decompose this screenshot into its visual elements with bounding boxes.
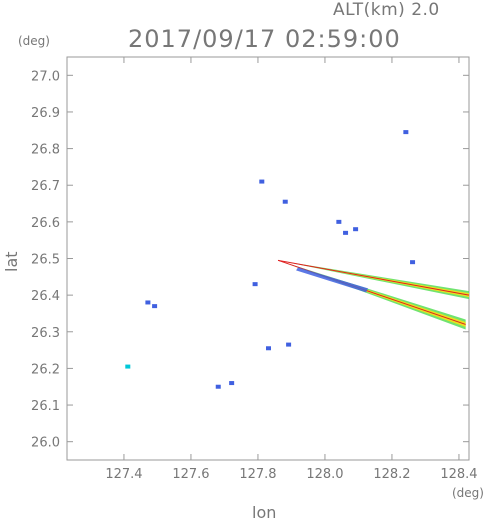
echo-point	[343, 230, 349, 235]
x-tick-label: 128.4	[440, 467, 477, 482]
plot-frame	[66, 56, 470, 461]
y-tick-label: 26.7	[31, 179, 60, 194]
y-tick-label: 26.3	[31, 326, 60, 341]
echo-point	[353, 227, 359, 232]
y-tick-label: 26.5	[31, 253, 60, 268]
y-tick-label: 26.1	[31, 399, 60, 414]
x-tick-label: 127.4	[105, 467, 142, 482]
x-axis-label: lon	[252, 503, 277, 522]
y-tick-label: 26.6	[31, 216, 60, 231]
y-tick-label: 26.9	[31, 106, 60, 121]
spike-core	[277, 259, 470, 296]
echo-point	[125, 364, 131, 369]
spike-outer	[278, 260, 469, 300]
echo-point	[145, 300, 151, 305]
y-axis-label: lat	[2, 251, 21, 272]
spike-outer	[278, 260, 466, 330]
echo-point	[336, 219, 342, 224]
echo-point	[215, 384, 221, 389]
echo-point	[229, 381, 235, 386]
spike-base	[296, 267, 369, 293]
y-tick-label: 26.4	[31, 289, 60, 304]
spike-inner	[278, 260, 466, 327]
echo-point	[282, 199, 288, 204]
echo-point	[403, 130, 409, 135]
x-tick-label: 127.8	[239, 467, 276, 482]
y-tick-label: 27.0	[31, 69, 60, 84]
echo-point	[266, 346, 271, 351]
y-tick-label: 26.8	[31, 143, 60, 158]
echo-point	[259, 179, 265, 184]
echo-point	[152, 304, 158, 309]
echo-point	[410, 260, 416, 265]
echo-point	[252, 282, 258, 287]
altitude-label: ALT(km) 2.0	[333, 0, 440, 20]
spike-inner	[278, 260, 469, 298]
y-axis-unit: (deg)	[18, 34, 50, 48]
echo-point	[286, 342, 292, 347]
y-tick-label: 26.0	[31, 436, 60, 451]
chart-title: 2017/09/17 02:59:00	[128, 25, 401, 53]
x-axis-unit: (deg)	[452, 486, 484, 500]
y-tick-label: 26.2	[31, 362, 60, 377]
x-tick-label: 127.6	[172, 467, 209, 482]
x-tick-label: 128.2	[373, 467, 410, 482]
x-tick-label: 128.0	[306, 467, 343, 482]
